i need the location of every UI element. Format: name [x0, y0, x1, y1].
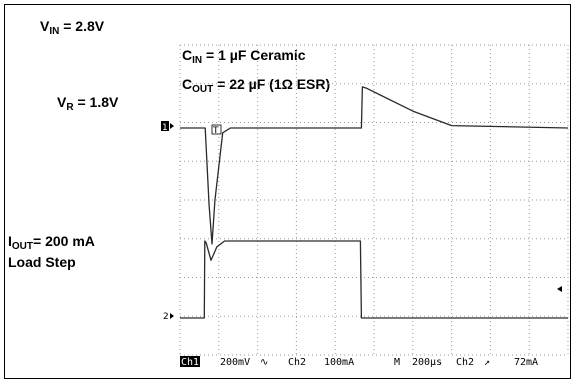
- ch2-trace: [180, 240, 568, 319]
- ch1-trace: [180, 86, 569, 245]
- cout-label: COUT = 22 µF (1Ω ESR): [182, 76, 331, 95]
- status-trig-level: 72mA: [514, 357, 538, 368]
- status-ch2-scale: 100mA: [324, 357, 354, 368]
- iout-label: IOUT= 200 mA: [8, 233, 95, 252]
- status-trig-src: Ch2: [456, 357, 474, 368]
- scope-grid: [179, 44, 569, 356]
- ch1-marker-text: 1: [162, 123, 168, 133]
- status-m: M: [394, 357, 400, 368]
- vin-label: VIN = 2.8V: [40, 18, 105, 37]
- svg-text:∿: ∿: [260, 357, 268, 368]
- trigger-marker: T: [211, 124, 222, 136]
- status-ch1: Ch1: [181, 357, 199, 368]
- status-bar: Ch1 200mV ∿ Ch2 100mA M 200µs Ch2 ↗ 72mA: [180, 356, 538, 368]
- status-ch2: Ch2: [288, 357, 306, 368]
- vr-label: VR = 1.8V: [57, 94, 119, 113]
- status-ch1-scale: 200mV: [220, 357, 250, 368]
- ch1-marker: 1: [161, 121, 174, 133]
- load-step-label: Load Step: [8, 254, 76, 270]
- svg-text:2: 2: [163, 312, 169, 322]
- svg-text:↗: ↗: [484, 357, 490, 368]
- cin-label: CIN = 1 µF Ceramic: [182, 47, 306, 66]
- svg-text:T: T: [212, 126, 219, 136]
- status-time: 200µs: [412, 357, 442, 368]
- trigger-level-arrow: [557, 286, 562, 292]
- ch2-marker: 2: [163, 312, 174, 322]
